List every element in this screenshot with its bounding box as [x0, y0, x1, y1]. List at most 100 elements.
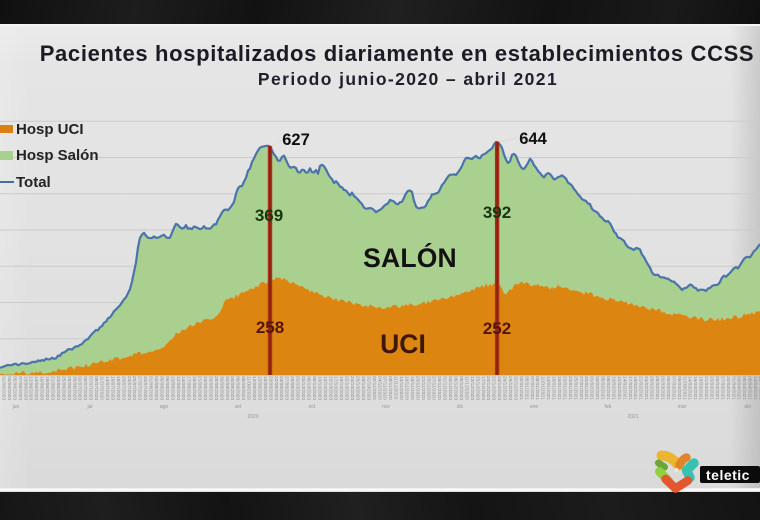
- svg-text:13/12/2020: 13/12/2020: [469, 376, 475, 400]
- svg-text:28/06/2020: 28/06/2020: [66, 376, 72, 400]
- svg-text:08/04/2021: 08/04/2021: [747, 376, 753, 400]
- svg-text:23/03/2021: 23/03/2021: [709, 376, 715, 400]
- svg-text:21/08/2020: 21/08/2020: [197, 376, 203, 400]
- svg-text:12/06/2020: 12/06/2020: [28, 376, 34, 400]
- svg-text:09/01/2021: 09/01/2021: [534, 376, 540, 400]
- svg-text:20/09/2020: 20/09/2020: [267, 376, 273, 400]
- svg-text:04/09/2020: 04/09/2020: [229, 376, 235, 400]
- svg-text:17/10/2020: 17/10/2020: [333, 376, 339, 400]
- svg-text:02/03/2021: 02/03/2021: [660, 376, 666, 400]
- svg-text:11/03/2021: 11/03/2021: [681, 376, 687, 400]
- svg-text:27/09/2020: 27/09/2020: [284, 376, 290, 400]
- svg-text:25/01/2021: 25/01/2021: [572, 376, 578, 400]
- svg-text:07/06/2020: 07/06/2020: [17, 376, 23, 400]
- svg-text:15/10/2020: 15/10/2020: [327, 376, 333, 400]
- svg-text:06/10/2020: 06/10/2020: [306, 376, 312, 400]
- svg-text:08/12/2020: 08/12/2020: [458, 376, 464, 400]
- svg-text:16/11/2020: 16/11/2020: [404, 376, 410, 400]
- svg-text:21/06/2020: 21/06/2020: [50, 376, 56, 400]
- svg-text:24/08/2020: 24/08/2020: [202, 376, 208, 400]
- svg-text:02/01/2021: 02/01/2021: [518, 376, 524, 400]
- svg-text:22/10/2020: 22/10/2020: [344, 376, 350, 400]
- svg-text:01/12/2020: 01/12/2020: [442, 376, 448, 400]
- svg-text:06/12/2020: 06/12/2020: [453, 376, 459, 400]
- svg-text:24/10/2020: 24/10/2020: [349, 376, 355, 400]
- svg-text:22/11/2020: 22/11/2020: [420, 376, 426, 400]
- svg-text:18/09/2020: 18/09/2020: [262, 376, 268, 400]
- svg-text:05/02/2021: 05/02/2021: [600, 376, 606, 400]
- svg-text:24/09/2020: 24/09/2020: [278, 376, 284, 400]
- svg-text:oct: oct: [309, 404, 316, 410]
- svg-text:05/04/2021: 05/04/2021: [741, 376, 747, 400]
- svg-text:05/08/2020: 05/08/2020: [158, 376, 164, 400]
- svg-text:25/03/2021: 25/03/2021: [714, 376, 720, 400]
- svg-text:30/07/2020: 30/07/2020: [142, 376, 148, 400]
- svg-text:13/10/2020: 13/10/2020: [322, 376, 328, 400]
- svg-text:26/12/2020: 26/12/2020: [502, 376, 508, 400]
- svg-text:04/12/2020: 04/12/2020: [447, 376, 453, 400]
- svg-text:16/01/2021: 16/01/2021: [551, 376, 557, 400]
- svg-text:09/03/2021: 09/03/2021: [676, 376, 682, 400]
- svg-text:18/11/2020: 18/11/2020: [409, 376, 415, 400]
- svg-text:16/03/2021: 16/03/2021: [692, 376, 698, 400]
- svg-text:15/12/2020: 15/12/2020: [474, 376, 480, 400]
- svg-text:30/08/2020: 30/08/2020: [218, 376, 224, 400]
- svg-text:16/06/2020: 16/06/2020: [39, 376, 45, 400]
- svg-text:14/02/2021: 14/02/2021: [621, 376, 627, 400]
- svg-text:14/03/2021: 14/03/2021: [687, 376, 693, 400]
- svg-text:20/11/2020: 20/11/2020: [414, 376, 420, 400]
- svg-text:16/07/2020: 16/07/2020: [109, 376, 115, 400]
- svg-text:06/09/2020: 06/09/2020: [235, 376, 241, 400]
- svg-text:2021: 2021: [627, 414, 638, 420]
- svg-text:21/02/2021: 21/02/2021: [638, 376, 644, 400]
- svg-text:01/10/2020: 01/10/2020: [295, 376, 301, 400]
- svg-text:26/10/2020: 26/10/2020: [355, 376, 361, 400]
- svg-text:11/12/2020: 11/12/2020: [463, 376, 469, 400]
- svg-text:04/11/2020: 04/11/2020: [376, 376, 382, 400]
- svg-text:19/08/2020: 19/08/2020: [191, 376, 197, 400]
- svg-text:03/06/2020: 03/06/2020: [6, 376, 12, 400]
- svg-text:28/02/2021: 28/02/2021: [654, 376, 660, 400]
- svg-text:14/07/2020: 14/07/2020: [104, 376, 110, 400]
- svg-text:13/09/2020: 13/09/2020: [251, 376, 257, 400]
- svg-text:23/01/2021: 23/01/2021: [567, 376, 573, 400]
- svg-text:17/12/2020: 17/12/2020: [480, 376, 486, 400]
- svg-text:12/08/2020: 12/08/2020: [175, 376, 181, 400]
- svg-text:03/02/2021: 03/02/2021: [594, 376, 600, 400]
- svg-text:02/09/2020: 02/09/2020: [224, 376, 230, 400]
- svg-text:17/08/2020: 17/08/2020: [186, 376, 192, 400]
- svg-text:24/02/2021: 24/02/2021: [643, 376, 649, 400]
- svg-text:nov: nov: [382, 404, 391, 410]
- svg-text:03/04/2021: 03/04/2021: [736, 376, 742, 400]
- svg-text:20/12/2020: 20/12/2020: [485, 376, 491, 400]
- svg-text:2020: 2020: [247, 414, 258, 420]
- svg-text:10/10/2020: 10/10/2020: [316, 376, 322, 400]
- svg-text:23/06/2020: 23/06/2020: [55, 376, 61, 400]
- svg-text:31/12/2020: 31/12/2020: [512, 376, 518, 400]
- svg-text:11/09/2020: 11/09/2020: [246, 376, 252, 400]
- svg-text:23/07/2020: 23/07/2020: [126, 376, 132, 400]
- svg-text:01/08/2020: 01/08/2020: [148, 376, 154, 400]
- svg-text:ago: ago: [160, 404, 169, 410]
- svg-text:07/01/2021: 07/01/2021: [529, 376, 535, 400]
- svg-text:11/01/2021: 11/01/2021: [540, 376, 546, 400]
- svg-text:27/11/2020: 27/11/2020: [431, 376, 437, 400]
- svg-text:01/06/2020: 01/06/2020: [1, 376, 7, 400]
- svg-text:13/11/2020: 13/11/2020: [398, 376, 404, 400]
- svg-text:29/12/2020: 29/12/2020: [507, 376, 513, 400]
- svg-text:18/01/2021: 18/01/2021: [556, 376, 562, 400]
- svg-text:27/01/2021: 27/01/2021: [578, 376, 584, 400]
- svg-text:27/03/2021: 27/03/2021: [719, 376, 725, 400]
- svg-text:19/02/2021: 19/02/2021: [632, 376, 638, 400]
- svg-text:14/06/2020: 14/06/2020: [33, 376, 39, 400]
- svg-text:17/02/2021: 17/02/2021: [627, 376, 633, 400]
- svg-text:25/11/2020: 25/11/2020: [425, 376, 431, 400]
- svg-text:feb: feb: [605, 404, 612, 410]
- svg-text:jul: jul: [86, 404, 92, 410]
- svg-text:09/11/2020: 09/11/2020: [387, 376, 393, 400]
- svg-text:08/09/2020: 08/09/2020: [240, 376, 246, 400]
- svg-text:26/08/2020: 26/08/2020: [207, 376, 213, 400]
- svg-text:07/03/2021: 07/03/2021: [670, 376, 676, 400]
- svg-text:29/09/2020: 29/09/2020: [289, 376, 295, 400]
- svg-text:18/03/2021: 18/03/2021: [698, 376, 704, 400]
